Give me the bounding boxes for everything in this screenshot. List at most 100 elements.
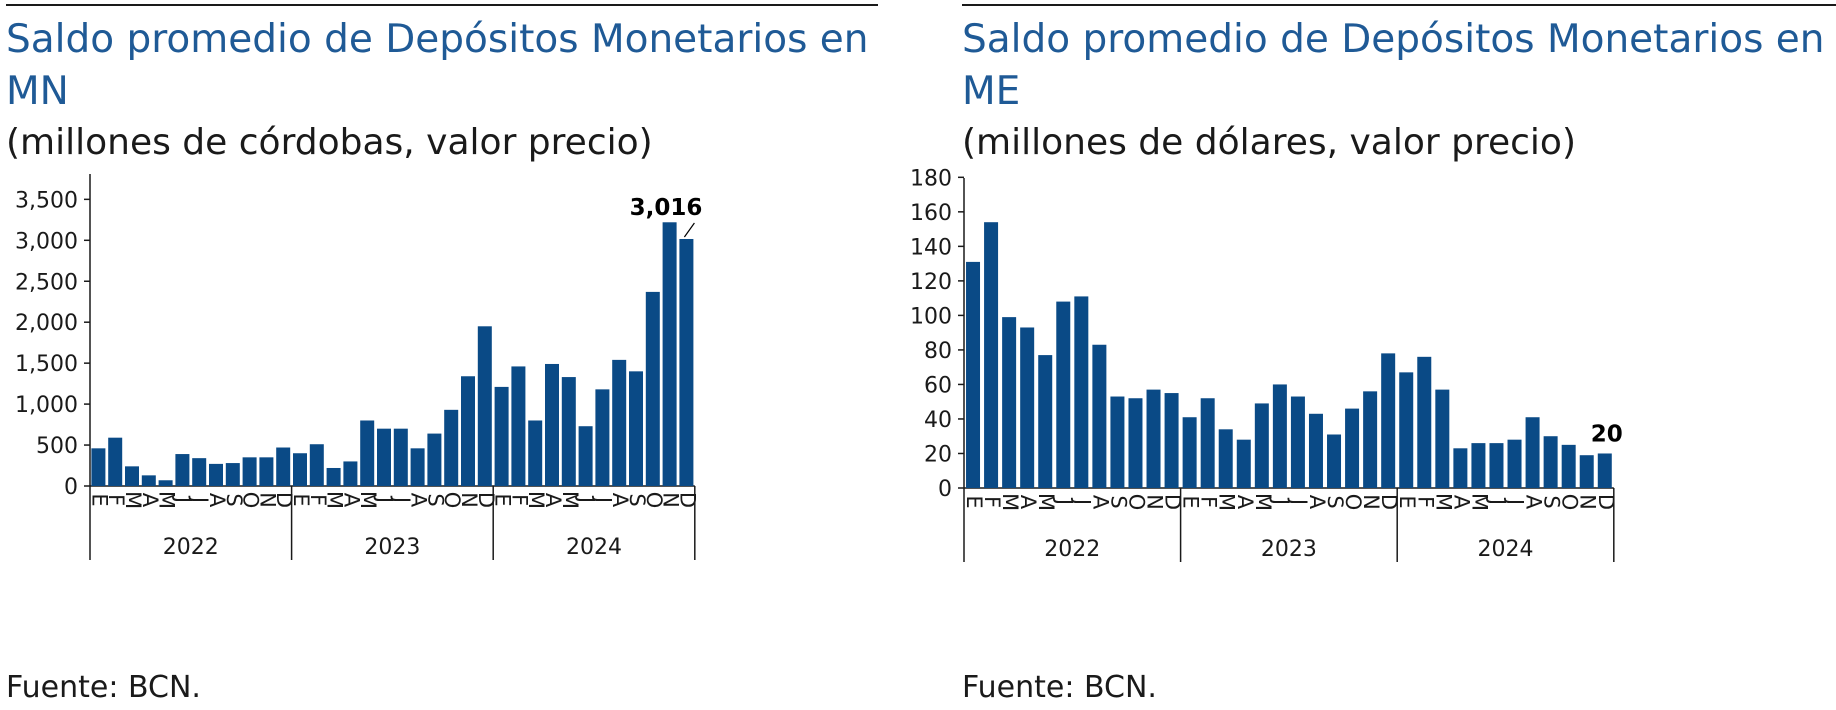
- chart-panel-mn: Saldo promedio de Depósitos Monetarios e…: [6, 0, 886, 710]
- month-label: J: [390, 495, 414, 503]
- bar: [444, 409, 459, 486]
- bar: [1327, 434, 1342, 488]
- bar: [360, 420, 375, 486]
- bar: [326, 467, 341, 486]
- month-label: A: [1016, 495, 1040, 510]
- month-label: O: [1124, 494, 1148, 511]
- bar: [393, 428, 408, 486]
- y-tick-label: 2,000: [15, 311, 78, 336]
- chart-title: Saldo promedio de Depósitos Monetarios e…: [962, 17, 1825, 114]
- month-label: E: [289, 493, 313, 506]
- month-label: N: [1143, 494, 1167, 510]
- month-label: M: [1215, 493, 1239, 511]
- month-label: N: [659, 492, 683, 508]
- bar: [528, 420, 543, 486]
- month-label: D: [474, 492, 498, 508]
- month-label: F: [104, 494, 128, 506]
- month-label: O: [1341, 494, 1365, 511]
- month-label: M: [121, 491, 145, 509]
- month-label: J: [1504, 497, 1528, 505]
- y-tick-label: 1,500: [15, 352, 78, 377]
- bar: [410, 448, 425, 486]
- bar: [1507, 439, 1522, 488]
- y-tick-label: 2,500: [15, 270, 78, 295]
- bar: [477, 326, 492, 486]
- month-label: O: [1558, 494, 1582, 511]
- bar: [1218, 429, 1233, 488]
- y-tick-label: 100: [910, 304, 952, 329]
- month-label: M: [1467, 493, 1491, 511]
- bar: [578, 426, 593, 486]
- month-label: M: [323, 491, 347, 509]
- bar: [1164, 393, 1179, 488]
- month-label: S: [423, 493, 447, 506]
- month-label: F: [980, 496, 1004, 508]
- month-label: O: [239, 492, 263, 509]
- bar: [1254, 403, 1269, 488]
- y-tick-label: 120: [910, 270, 952, 295]
- month-label: F: [1197, 496, 1221, 508]
- data-label: 3,016: [630, 195, 703, 221]
- bar: [1363, 391, 1378, 488]
- month-label: A: [339, 493, 363, 508]
- month-label: M: [155, 491, 179, 509]
- bar: [494, 386, 509, 486]
- y-tick-label: 0: [64, 475, 78, 500]
- month-label: N: [1359, 494, 1383, 510]
- month-label: S: [1540, 495, 1564, 508]
- bar: [108, 437, 123, 486]
- month-label: D: [1594, 494, 1618, 510]
- month-label: M: [356, 491, 380, 509]
- bar: [175, 454, 190, 486]
- bar: [209, 463, 223, 486]
- bar: [293, 453, 307, 486]
- month-label: J: [575, 495, 599, 503]
- year-label: 2024: [1478, 537, 1534, 562]
- bar-chart-mn: 05001,0001,5002,0002,5003,0003,500EFMAMJ…: [15, 174, 703, 560]
- y-tick-label: 140: [910, 235, 952, 260]
- month-label: F: [306, 494, 330, 506]
- bar: [1381, 353, 1396, 488]
- bar: [966, 261, 981, 488]
- month-label: S: [625, 493, 649, 506]
- year-label: 2024: [566, 535, 622, 560]
- bar: [595, 389, 610, 486]
- month-label: A: [205, 493, 229, 508]
- month-label: A: [1449, 495, 1473, 510]
- month-label: E: [1395, 495, 1419, 508]
- bar: [1525, 417, 1540, 488]
- month-label: J: [591, 495, 615, 503]
- bar: [1561, 444, 1576, 488]
- bar: [1020, 327, 1035, 488]
- month-label: J: [1269, 497, 1293, 505]
- bar: [343, 461, 358, 486]
- y-tick-label: 0: [938, 477, 952, 502]
- bar: [645, 291, 660, 486]
- month-label: S: [1106, 495, 1130, 508]
- y-tick-label: 3,500: [15, 188, 78, 213]
- chart-title: Saldo promedio de Depósitos Monetarios e…: [6, 17, 869, 114]
- month-label: A: [608, 493, 632, 508]
- bar: [511, 366, 526, 486]
- bar: [1182, 417, 1197, 488]
- month-label: M: [1431, 493, 1455, 511]
- bar: [984, 222, 999, 489]
- y-tick-label: 3,000: [15, 229, 78, 254]
- bar: [377, 428, 391, 486]
- month-label: F: [1413, 496, 1437, 508]
- bar: [1290, 396, 1305, 488]
- bar-chart-me: 020406080100120140160180EFMAMJJASONDEFMA…: [910, 166, 1623, 562]
- month-label: S: [222, 493, 246, 506]
- month-label: A: [1233, 495, 1257, 510]
- bar: [561, 377, 576, 486]
- year-label: 2022: [1044, 537, 1100, 562]
- month-label: O: [440, 492, 464, 509]
- bar: [1128, 398, 1143, 488]
- chart-panel-me: Saldo promedio de Depósitos Monetarios e…: [910, 0, 1836, 710]
- bar: [1236, 439, 1251, 488]
- month-label: N: [457, 492, 481, 508]
- month-label: J: [188, 495, 212, 503]
- month-label: M: [1251, 493, 1275, 511]
- y-tick-label: 40: [924, 408, 952, 433]
- year-label: 2023: [364, 535, 420, 560]
